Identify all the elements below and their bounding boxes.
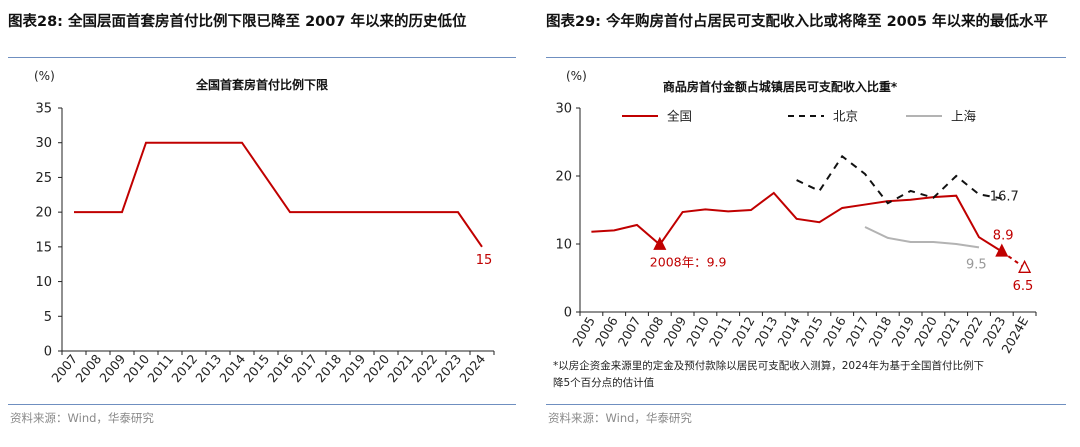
legend-label: 全国 [667,109,692,124]
left-x-tick-label: 2010 [120,351,152,385]
right-y-tick-label: 30 [555,102,572,117]
right-y-tick-label: 10 [555,238,572,253]
left-x-tick-label: 2022 [408,351,440,385]
left-x-tick-label: 2019 [336,351,368,385]
right-x-tick-label: 2015 [797,314,826,349]
right-y-unit: (%) [566,69,587,83]
left-end-label: 15 [476,253,493,268]
left-y-tick-label: 5 [44,310,52,325]
right-x-tick-label: 2005 [569,314,598,349]
left-x-tick-label: 2012 [168,351,200,385]
left-y-tick-label: 30 [35,136,52,151]
left-x-tick-label: 2024 [456,351,488,385]
left-x-tick-label: 2007 [48,351,80,385]
annotation-2023-national: 8.9 [993,228,1014,243]
left-figure-title: 图表28: 全国层面首套房首付比例下限已降至 2007 年以来的历史低位 [8,14,467,30]
right-x-tick-label: 2010 [683,314,712,349]
right-x-tick-label: 2011 [706,314,735,349]
left-chart: 全国首套房首付比例下限 (%) 0 5 10 15 20 25 30 35 200720082009… [34,69,495,385]
right-x-tick-label: 2012 [729,314,758,349]
legend-label: 上海 [951,109,977,124]
left-x-tick-label: 2020 [360,351,392,385]
left-y-tick-label: 0 [44,345,52,360]
right-x-tick-label: 2008 [638,314,667,349]
right-x-tick-label: 2019 [888,314,917,349]
right-chart: 商品房首付金额占城镇居民可支配收入比重*(%)01020302005200620… [555,69,1037,356]
left-x-tick-label: 2016 [264,351,296,385]
left-y-tick-label: 35 [35,102,52,117]
right-x-tick-label: 2020 [911,314,940,349]
right-x-tick-label: 2018 [866,314,895,349]
series-line-北京 [796,154,1002,205]
right-x-tick-label: 2006 [592,314,621,349]
left-y-tick-label: 15 [35,240,52,255]
left-y-tick-label: 10 [35,275,52,290]
annotation-2008-low: 2008年：9.9 [650,255,727,270]
left-x-tick-label: 2023 [432,351,464,385]
annotation-shanghai-2022: 9.5 [966,257,987,272]
right-x-tick-label: 2014 [774,314,803,349]
left-series-line [74,141,483,248]
right-y-tick-label: 20 [555,170,572,185]
right-x-tick-label: 2016 [820,314,849,349]
left-x-tick-label: 2013 [192,351,224,385]
right-x-tick-label: 2007 [615,314,644,349]
right-y-tick-label: 0 [564,306,572,321]
left-y-unit: (%) [34,69,55,83]
left-x-tick-label: 2015 [240,351,272,385]
annotation-2024E-national: 6.5 [1013,279,1034,294]
left-source: 资料来源：Wind，华泰研究 [10,411,154,425]
marker-2008-low [653,236,667,250]
marker-2023 [995,243,1009,257]
left-x-tick-label: 2008 [72,351,104,385]
legend-label: 北京 [833,109,858,124]
right-note: *以房企资金来源里的定金及预付款除以居民可支配收入测算，2024年为基于全国首付… [553,360,984,389]
annotation-beijing-2023: 16.7 [990,189,1019,204]
right-chart-title: 商品房首付金额占城镇居民可支配收入比重* [663,79,898,94]
left-footer-rule [8,404,516,405]
left-x-tick-label: 2014 [216,351,248,385]
right-x-tick-label: 2009 [660,314,689,349]
left-y-tick-label: 20 [35,206,52,221]
left-x-tick-label: 2021 [384,351,416,385]
left-x-tick-label: 2018 [312,351,344,385]
right-figure-title: 图表29: 今年购房首付占居民可支配收入比或将降至 2005 年以来的最低水平 [546,14,1048,30]
series-line-上海 [864,226,980,249]
right-x-tick-label: 2022 [957,314,986,349]
right-title-rule [546,57,1066,58]
left-x-tick-label: 2011 [144,351,176,385]
right-x-tick-label: 2021 [934,314,963,349]
left-title-rule [8,57,516,58]
left-x-tick-label: 2017 [288,351,320,385]
left-x-tick-label: 2009 [96,351,128,385]
left-chart-title: 全国首套房首付比例下限 [195,77,328,92]
right-source: 资料来源：Wind，华泰研究 [548,411,692,425]
left-y-tick-label: 25 [35,171,52,186]
right-x-tick-label: 2013 [752,314,781,349]
right-x-tick-label: 2017 [843,314,872,349]
marker-2024E [1018,259,1032,273]
right-footer-rule [546,404,1066,405]
